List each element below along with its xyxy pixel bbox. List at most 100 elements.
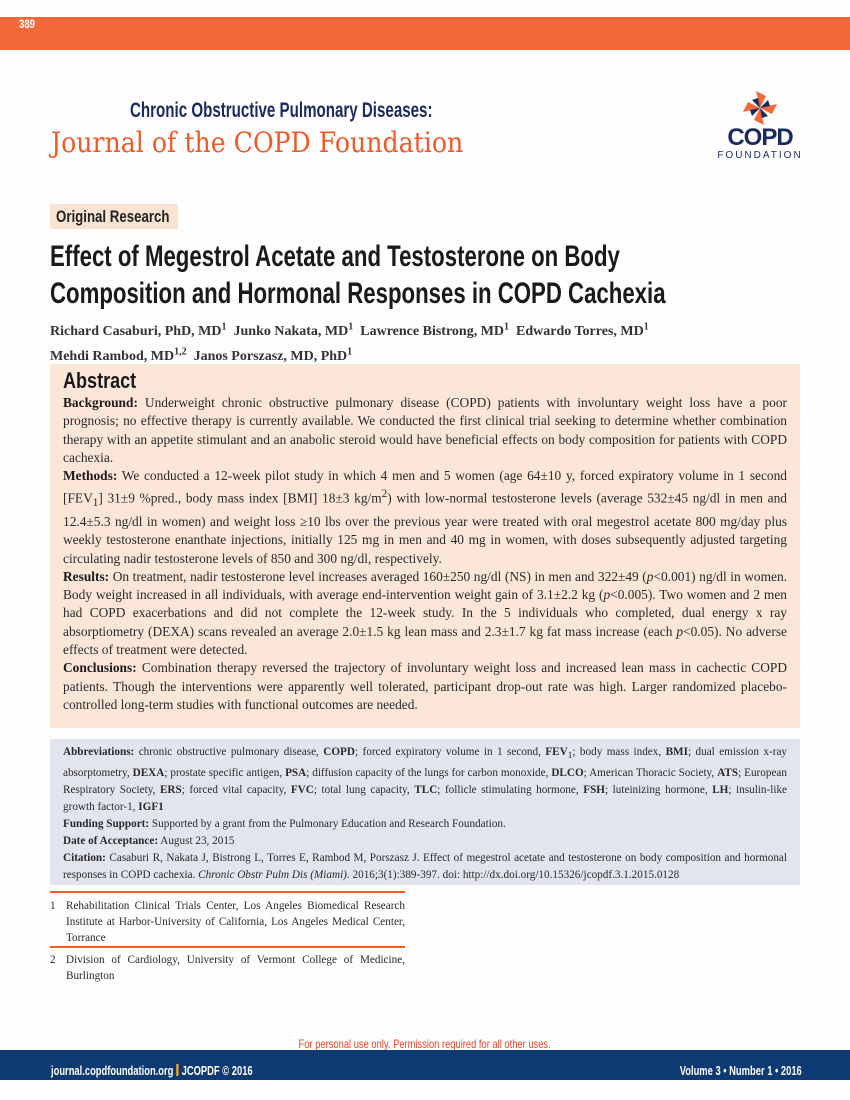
text-segment: 1,2 [174, 346, 187, 358]
top-orange-bar [0, 17, 850, 50]
doi-link[interactable]: . 2016;3(1):389-397. doi: http://dx.doi.… [346, 869, 680, 882]
text-segment: Janos Porszasz, MD, PhD [193, 349, 348, 365]
text-segment: ; dual emission x-ray absorptometry, [63, 746, 787, 780]
text-segment: 1 [92, 497, 99, 510]
author: Edwardo Torres, MD1 [516, 321, 649, 339]
text-segment: chronic obstructive pulmonary disease, [138, 746, 324, 758]
text-segment: 1 [348, 321, 354, 332]
text-segment: ; forced expiratory volume in 1 second, [354, 746, 546, 758]
text-segment: Funding Support: [63, 818, 150, 831]
text-segment: ; diffusion capacity of the lungs for ca… [306, 767, 552, 780]
text-segment: ; forced vital capacity, [181, 784, 291, 797]
text-segment: ] 31±9 %pred., body mass index [BMI] 18±… [98, 490, 382, 506]
logo-text: COPD [727, 124, 793, 151]
footnote-divider [50, 891, 405, 893]
text-segment: For personal use only. Permission requir… [298, 1037, 552, 1051]
text-segment: Background: [63, 395, 138, 410]
abstract-body: Background: Underweight chronic obstruct… [63, 394, 787, 714]
citation: Citation: Casaburi R, Nakata J, Bistrong… [63, 850, 787, 884]
text-segment: ; insulin-like growth factor-1, [63, 784, 788, 814]
abbreviations: Abbreviations: chronic obstructive pulmo… [63, 744, 787, 816]
abstract-box: Abstract Background: Underweight chronic… [50, 364, 800, 728]
abbreviation-term: DEXA [132, 767, 165, 780]
text-segment: 1 [50, 900, 56, 912]
text-segment: Casaburi R, Nakata J, Bistrong L, Torres… [63, 852, 788, 882]
funding-support: Funding Support: Supported by a grant fr… [63, 816, 787, 833]
text-segment: Conclusions: [63, 660, 137, 676]
text-segment: Methods: [63, 468, 118, 484]
copyright: JCOPDF © 2016 [181, 1064, 253, 1078]
abbreviation-term: FVC [290, 784, 314, 797]
text-segment: Abbreviations: [63, 746, 135, 758]
text-segment: ; American Thoracic Society, [583, 767, 718, 780]
text-segment: Lawrence Bistrong, MD [360, 323, 505, 339]
text-segment: Edwardo Torres, MD [516, 323, 644, 339]
abstract-heading: Abstract [63, 368, 137, 393]
text-segment: 1 [504, 321, 510, 332]
abbreviation-term: ERS [159, 784, 182, 797]
abbreviation-term: BMI [665, 746, 688, 758]
copd-foundation-logo: COPD FOUNDATION [716, 90, 804, 162]
abbreviation-term: DLCO [551, 767, 584, 780]
abbreviation-term: LH [712, 784, 729, 797]
text-segment: 1 [567, 751, 573, 762]
text-segment: 1 [643, 321, 649, 332]
text-segment: ; body mass index, [572, 746, 666, 758]
acceptance-date: Date of Acceptance: August 23, 2015 [63, 833, 787, 850]
article-category-badge: Original Research [50, 204, 178, 229]
text-segment: p [676, 623, 684, 639]
text-segment: ; follicle stimulating hormone, [437, 784, 584, 797]
text-segment: Results: [63, 568, 110, 584]
footer-bar: journal.copdfoundation.org JCOPDF © 2016 … [0, 1050, 850, 1080]
text-segment: Supported by a grant from the Pulmonary … [151, 818, 506, 831]
article-title: Effect of Megestrol Acetate and Testoste… [50, 238, 850, 312]
text-segment: Division of Cardiology, University of Ve… [66, 954, 405, 982]
journal-website-link[interactable]: journal.copdfoundation.org [51, 1064, 174, 1078]
text-segment: ; luteinizing hormone, [605, 784, 713, 797]
journal-name-line2: Journal of the COPD Foundation [51, 126, 464, 159]
text-segment: Underweight chronic obstructive pulmonar… [63, 395, 787, 465]
text-segment: ; total lung capacity, [313, 784, 415, 797]
text-segment: p [646, 568, 654, 584]
abbreviation-term: PSA [285, 767, 307, 780]
text-segment: Junko Nakata, MD [233, 323, 349, 339]
title-line-1: Effect of Megestrol Acetate and Testoste… [50, 240, 620, 273]
abstract-methods: Methods: We conducted a 12-week pilot st… [63, 467, 787, 568]
affiliation-footnote-2: 2 Division of Cardiology, University of V… [50, 952, 405, 984]
abbreviation-term: FEV [545, 746, 568, 758]
pinwheel-icon [743, 91, 777, 125]
abbreviation-term: COPD [323, 746, 355, 758]
author: Lawrence Bistrong, MD1 [360, 321, 510, 339]
page-number: 389 [19, 17, 36, 31]
text-segment: Rehabilitation Clinical Trials Center, L… [66, 900, 405, 944]
text-segment: ; prostate specific antigen, [164, 767, 286, 780]
text-segment: <0.001) ng/dl in women. Body weight incr… [63, 568, 787, 603]
abbreviation-term: FSH [583, 784, 605, 797]
text-segment: Chronic Obstr Pulm Dis (Miami) [198, 869, 347, 882]
article-category: Original Research [56, 207, 170, 226]
journal-name-line1: Chronic Obstructive Pulmonary Diseases: [130, 99, 433, 122]
text-segment: Richard Casaburi, PhD, MD [50, 323, 222, 339]
author-list: Richard Casaburi, PhD, MD1 Junko Nakata,… [50, 316, 810, 367]
text-segment: ; European Respiratory Society, [63, 767, 787, 797]
text-segment: August 23, 2015 [160, 835, 235, 848]
title-line-2: Composition and Hormonal Responses in CO… [50, 277, 666, 310]
affiliation-footnote-1: 1 Rehabilitation Clinical Trials Center, … [50, 898, 405, 946]
text-segment: 1 [221, 321, 227, 332]
usage-notice: For personal use only. Permission requir… [0, 1035, 850, 1053]
issue-info: Volume 3 • Number 1 • 2016 [679, 1064, 802, 1078]
text-segment: 2 [381, 488, 388, 501]
abbreviation-term: IGF1 [138, 801, 164, 814]
text-segment: We conducted a 12-week pilot study in wh… [63, 468, 787, 506]
text-segment: ) with low-normal testosterone levels (a… [63, 490, 787, 566]
text-segment: Combination therapy reversed the traject… [63, 660, 787, 712]
author: Mehdi Rambod, MD1,2 [50, 346, 187, 365]
author: Janos Porszasz, MD, PhD1 [193, 346, 353, 365]
article-info-box: Abbreviations: chronic obstructive pulmo… [50, 739, 800, 885]
text-segment: Mehdi Rambod, MD [50, 349, 175, 365]
footer-separator [176, 1064, 179, 1076]
text-segment: 1 [347, 346, 353, 358]
abstract-background: Background: Underweight chronic obstruct… [63, 394, 787, 467]
text-segment: p [603, 587, 611, 603]
